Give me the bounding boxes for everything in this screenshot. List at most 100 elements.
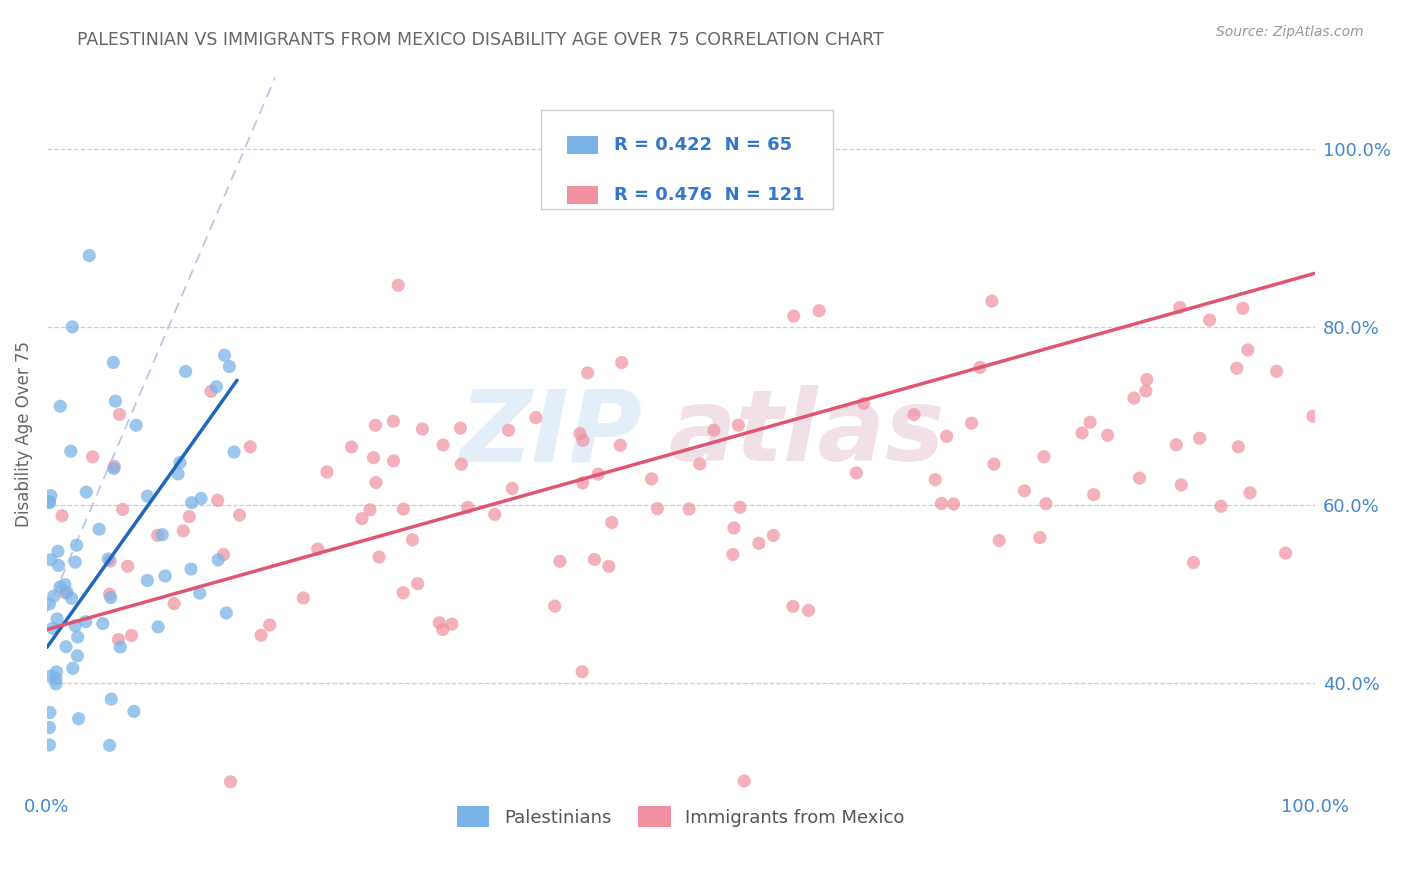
Point — [1237, 343, 1260, 357]
Point — [167, 467, 190, 481]
Point — [583, 552, 606, 566]
Point — [292, 591, 315, 605]
Point — [62, 661, 84, 675]
Point — [104, 394, 127, 409]
Point — [783, 309, 806, 323]
Point — [60, 591, 83, 606]
Point — [440, 617, 463, 632]
Point — [214, 348, 236, 362]
Point — [49, 580, 72, 594]
Point — [150, 527, 173, 541]
Point — [46, 544, 69, 558]
Point — [988, 533, 1011, 548]
Point — [65, 538, 87, 552]
Point — [647, 501, 669, 516]
Point — [38, 721, 60, 735]
Text: PALESTINIAN VS IMMIGRANTS FROM MEXICO DISABILITY AGE OVER 75 CORRELATION CHART: PALESTINIAN VS IMMIGRANTS FROM MEXICO DI… — [77, 31, 884, 49]
Point — [576, 366, 599, 380]
Point — [79, 249, 101, 263]
Point — [401, 533, 423, 547]
Point — [598, 559, 620, 574]
Point — [931, 496, 953, 510]
Point — [153, 569, 176, 583]
Point — [924, 473, 946, 487]
Point — [1128, 471, 1150, 485]
Point — [1227, 440, 1250, 454]
Point — [180, 562, 202, 576]
Point — [411, 422, 433, 436]
Point — [689, 457, 711, 471]
Point — [980, 294, 1002, 309]
Point — [1198, 313, 1220, 327]
Point — [48, 558, 70, 573]
Point — [51, 508, 73, 523]
Point — [960, 416, 983, 430]
Point — [38, 494, 60, 508]
Point — [797, 603, 820, 617]
Point — [517, 792, 540, 806]
Point — [600, 516, 623, 530]
Point — [524, 410, 547, 425]
Point — [1232, 301, 1254, 316]
Point — [103, 459, 125, 474]
Point — [207, 553, 229, 567]
Point — [640, 472, 662, 486]
Point — [449, 421, 471, 435]
Point — [727, 418, 749, 433]
Point — [38, 738, 60, 752]
Point — [180, 496, 202, 510]
Point — [1239, 485, 1261, 500]
Point — [364, 475, 387, 490]
Point — [250, 628, 273, 642]
Point — [45, 672, 67, 686]
Y-axis label: Disability Age Over 75: Disability Age Over 75 — [15, 341, 32, 526]
Point — [942, 497, 965, 511]
Point — [110, 640, 132, 654]
Point — [484, 508, 506, 522]
Point — [59, 444, 82, 458]
Point — [100, 692, 122, 706]
Point — [571, 475, 593, 490]
Point — [259, 618, 281, 632]
Point — [45, 677, 67, 691]
Point — [572, 434, 595, 448]
Point — [49, 399, 72, 413]
Point — [1035, 497, 1057, 511]
Point — [1188, 431, 1211, 445]
Point — [66, 630, 89, 644]
Point — [382, 414, 405, 428]
Point — [103, 355, 125, 369]
Point — [610, 355, 633, 369]
Point — [1097, 428, 1119, 442]
Point — [733, 774, 755, 789]
FancyBboxPatch shape — [541, 110, 832, 210]
Point — [307, 542, 329, 557]
Point — [406, 576, 429, 591]
Point — [205, 379, 228, 393]
Point — [1033, 450, 1056, 464]
Point — [359, 503, 381, 517]
Point — [67, 712, 90, 726]
Point — [146, 528, 169, 542]
Point — [845, 466, 868, 480]
Point — [1136, 372, 1159, 386]
Point — [1226, 361, 1249, 376]
FancyBboxPatch shape — [567, 186, 599, 204]
Text: Source: ZipAtlas.com: Source: ZipAtlas.com — [1216, 25, 1364, 39]
Point — [63, 619, 86, 633]
Point — [678, 502, 700, 516]
Point — [1168, 301, 1191, 315]
Point — [218, 359, 240, 374]
Point — [728, 500, 751, 515]
Point — [75, 615, 97, 629]
Point — [39, 706, 62, 720]
Text: ZIP: ZIP — [460, 385, 643, 483]
Point — [392, 502, 415, 516]
Point — [340, 440, 363, 454]
Point — [703, 423, 725, 437]
Point — [228, 508, 250, 522]
Point — [82, 450, 104, 464]
Point — [1078, 415, 1101, 429]
Point — [609, 438, 631, 452]
Point — [98, 739, 121, 753]
